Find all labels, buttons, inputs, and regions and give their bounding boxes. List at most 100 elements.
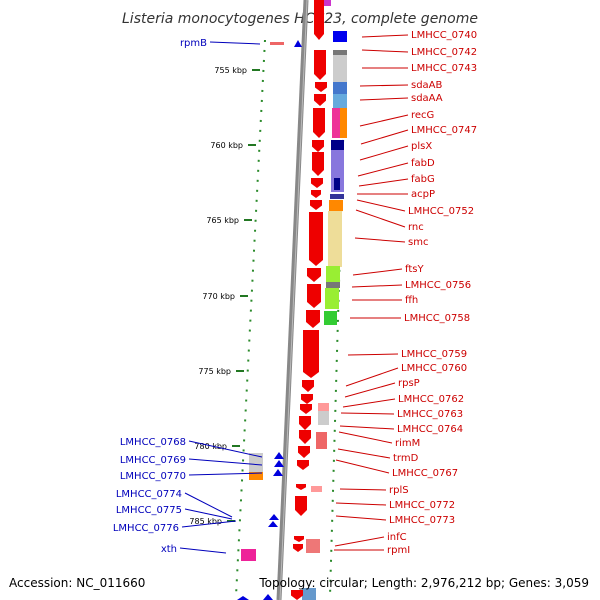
gene-label-lmhcc-0767[interactable]: LMHCC_0767 [392,468,458,479]
forward-gene-arrow [314,94,326,106]
feature-block [241,549,256,561]
gene-label-smc[interactable]: smc [408,237,428,248]
leader-line [342,398,396,408]
genome-summary-text: Topology: circular; Length: 2,976,212 bp… [258,576,589,590]
leader-line [352,268,403,276]
reverse-genes [237,40,302,600]
feature-block [316,432,327,449]
forward-gene-arrow [311,190,321,198]
gene-label-lmhcc-0774[interactable]: LMHCC_0774 [116,489,182,500]
gene-label-lmhcc-0773[interactable]: LMHCC_0773 [389,515,455,526]
forward-gene-arrow [311,178,323,188]
gene-label-rpls[interactable]: rplS [389,485,409,496]
forward-gene-arrow [299,430,311,444]
leader-line [337,448,391,459]
leader-line [335,459,390,474]
gene-label-lmhcc-0740[interactable]: LMHCC_0740 [411,30,477,41]
feature-block [330,194,344,199]
gene-label-lmhcc-0752[interactable]: LMHCC_0752 [408,206,474,217]
gene-label-lmhcc-0763[interactable]: LMHCC_0763 [397,409,463,420]
gene-label-lmhcc-0756[interactable]: LMHCC_0756 [405,280,471,291]
gene-label-lmhcc-0770[interactable]: LMHCC_0770 [120,471,186,482]
forward-gene-arrow [298,446,310,458]
leader-line [181,520,237,528]
forward-gene-arrow [309,212,323,266]
gene-label-lmhcc-0758[interactable]: LMHCC_0758 [404,313,470,324]
forward-gene-arrow [307,268,321,282]
leader-line [347,353,399,356]
leader-line [184,508,233,520]
feature-block [318,403,329,411]
leader-line [354,237,406,243]
feature-block [340,108,347,138]
leader-line [188,458,263,466]
forward-gene-arrow [312,140,324,152]
feature-block [333,31,347,42]
forward-gene-arrow [302,380,314,392]
gene-label-rnc[interactable]: rnc [408,222,424,233]
gene-label-sdaaa[interactable]: sdaAA [411,93,443,104]
gene-label-rpsp[interactable]: rpsP [398,378,420,389]
leader-line [338,431,393,444]
feature-block [333,55,347,82]
gene-label-lmhcc-0742[interactable]: LMHCC_0742 [411,47,477,58]
leader-line [357,162,409,177]
leader-line [359,145,409,161]
leader-line [335,502,387,506]
feature-block [311,486,322,492]
reverse-gene-arrow [268,521,278,527]
genome-title: Listeria monocytogenes HCC23, complete g… [122,11,478,27]
reverse-gene-arrow [273,469,283,476]
gene-label-acpp[interactable]: acpP [411,189,435,200]
gene-label-lmhcc-0743[interactable]: LMHCC_0743 [411,63,477,74]
gene-label-fabd[interactable]: fabD [411,158,435,169]
leader-line [359,97,409,101]
axis-tick-label: 770 kbp [202,292,235,301]
leader-line [361,49,409,53]
gene-label-lmhcc-0764[interactable]: LMHCC_0764 [397,424,463,435]
feature-block [328,211,342,267]
gene-label-xth[interactable]: xth [161,544,177,555]
gene-label-lmhcc-0768[interactable]: LMHCC_0768 [120,437,186,448]
gene-label-lmhcc-0760[interactable]: LMHCC_0760 [401,363,467,374]
gene-label-ftsy[interactable]: ftsY [405,264,424,275]
gene-label-plsx[interactable]: plsX [411,141,432,152]
forward-gene-arrow [310,200,322,210]
leader-line [360,129,409,145]
reverse-gene-arrow [237,596,249,600]
gene-label-ffh[interactable]: ffh [405,295,418,306]
reverse-gene-arrow [294,40,302,47]
gene-label-fabg[interactable]: fabG [411,174,435,185]
feature-tracks [241,0,347,600]
forward-gene-arrow [295,496,307,516]
forward-gene-arrow [306,310,320,328]
forward-gene-arrow [301,394,313,404]
leader-line [179,547,227,554]
accession-text: Accession: NC_011660 [9,576,145,590]
gene-label-lmhcc-0762[interactable]: LMHCC_0762 [398,394,464,405]
leader-line [335,515,387,521]
reverse-gene-arrow [269,514,279,520]
forward-gene-arrow [296,484,306,490]
gene-label-lmhcc-0769[interactable]: LMHCC_0769 [120,455,186,466]
gene-label-lmhcc-0747[interactable]: LMHCC_0747 [411,125,477,136]
gene-label-rpmb[interactable]: rpmB [180,38,207,49]
gene-label-lmhcc-0775[interactable]: LMHCC_0775 [116,505,182,516]
gene-label-lmhcc-0772[interactable]: LMHCC_0772 [389,500,455,511]
gene-label-lmhcc-0759[interactable]: LMHCC_0759 [401,349,467,360]
gene-label-recg[interactable]: recG [411,110,434,121]
gene-label-infc[interactable]: infC [387,532,407,543]
forward-gene-arrow [299,416,311,430]
leader-line [355,209,406,228]
gene-label-rpmi[interactable]: rpmI [387,545,410,556]
gene-label-trmd[interactable]: trmD [393,453,419,464]
leader-line [361,34,409,38]
axis-ticks: 755 kbp 760 kbp 765 kbp 770 kbp 775 kbp 780 k… [189,66,260,526]
forward-gene-arrow [303,330,319,378]
gene-label-sdaab[interactable]: sdaAB [411,80,443,91]
gene-label-lmhcc-0776[interactable]: LMHCC_0776 [113,523,179,534]
feature-block [326,282,340,288]
gene-label-rimm[interactable]: rimM [395,438,420,449]
feature-block [249,472,263,480]
axis-tick-label: 785 kbp [189,517,222,526]
